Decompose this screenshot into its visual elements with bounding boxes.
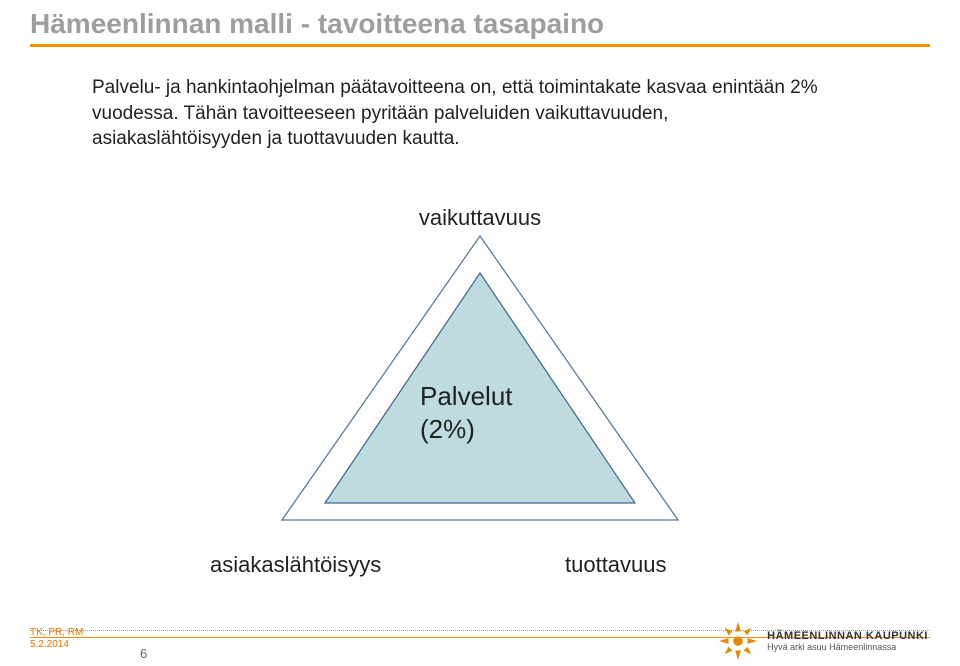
page-number: 6 xyxy=(140,646,147,661)
body-paragraph: Palvelu- ja hankintaohjelman päätavoitte… xyxy=(92,75,840,152)
footer-credits: TK, PR, RM 5.2.2014 xyxy=(30,627,83,651)
center-label-line2: (2%) xyxy=(420,414,475,444)
title-underline xyxy=(30,44,930,47)
footer-credits-line2: 5.2.2014 xyxy=(30,639,69,650)
footer-credits-line1: TK, PR, RM xyxy=(30,627,83,638)
slide-title: Hämeenlinnan malli - tavoitteena tasapai… xyxy=(30,8,604,40)
logo-title: HÄMEENLINNAN KAUPUNKI xyxy=(767,630,928,642)
center-label-line1: Palvelut xyxy=(420,381,513,411)
triangle-right-label: tuottavuus xyxy=(565,552,667,578)
triangle-diagram xyxy=(270,228,690,528)
triangle-center-label: Palvelut (2%) xyxy=(420,380,513,445)
sun-icon xyxy=(719,622,757,660)
city-logo: HÄMEENLINNAN KAUPUNKI Hyvä arki asuu Häm… xyxy=(719,622,928,660)
logo-tagline: Hyvä arki asuu Hämeenlinnassa xyxy=(767,642,928,652)
triangle-left-label: asiakaslähtöisyys xyxy=(210,552,381,578)
